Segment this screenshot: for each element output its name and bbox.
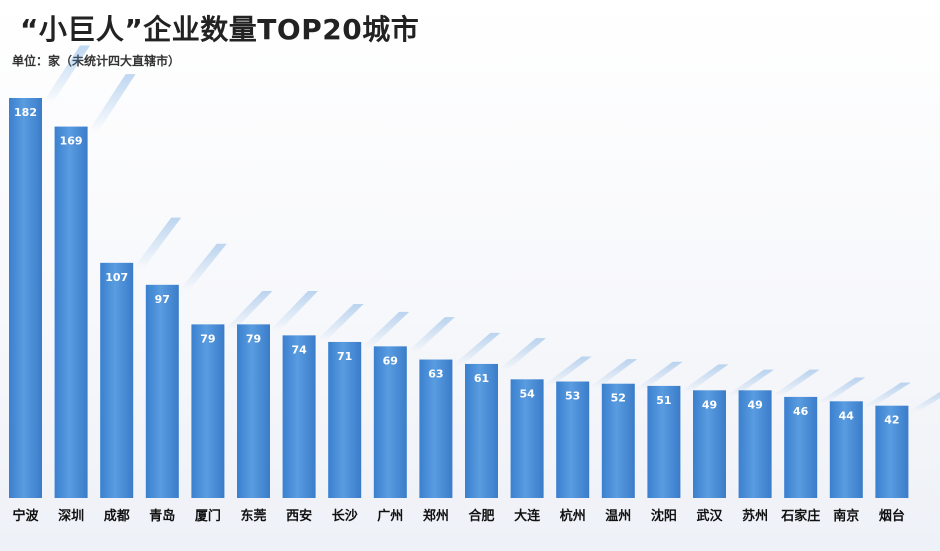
category-tick-label: 厦门 — [195, 508, 221, 524]
bar — [328, 341, 362, 498]
chart-subtitle: 单位：家（未统计四大直辖市） — [12, 54, 181, 68]
bar-reflection — [224, 290, 273, 331]
category-tick-label: 烟台 — [879, 508, 905, 524]
data-label: 97 — [155, 293, 170, 306]
chart-title: “小巨人”企业数量TOP20城市 — [20, 13, 420, 46]
data-label: 63 — [428, 368, 443, 381]
bar-reflection — [87, 74, 136, 133]
bar-reflection — [817, 377, 866, 403]
category-labels-layer: 宁波 深圳 成都 青岛 厦门 东莞 西安 长沙 广州 郑州 合肥 大连 杭州 温州 沈阳 武汉 苏州 石家庄 南京 烟… — [12, 508, 904, 524]
data-label: 49 — [747, 398, 762, 411]
bar — [465, 363, 498, 498]
bar-reflection — [634, 361, 683, 390]
bar — [9, 98, 42, 498]
bar-reflection — [361, 311, 410, 348]
data-label: 54 — [519, 387, 535, 400]
category-tick-label: 石家庄 — [780, 508, 820, 524]
bar — [784, 396, 818, 498]
bar-reflection — [42, 45, 90, 104]
bar-reflection — [452, 332, 501, 366]
data-label: 71 — [337, 350, 352, 363]
data-label: 44 — [839, 409, 855, 422]
category-tick-label: 西安 — [286, 508, 312, 524]
category-tick-label: 宁波 — [12, 508, 39, 524]
data-label: 107 — [105, 271, 128, 284]
bar — [419, 359, 453, 498]
bar — [647, 385, 681, 498]
data-label: 42 — [884, 414, 899, 427]
category-tick-label: 沈阳 — [651, 508, 677, 524]
bar — [875, 405, 909, 498]
category-tick-label: 大连 — [514, 508, 541, 524]
data-label: 53 — [565, 390, 580, 403]
bar-reflection — [862, 382, 911, 408]
data-label: 79 — [200, 332, 215, 345]
bar-labels-layer: 182 169 107 97 79 79 74 71 69 63 61 54 53 52 51 49 49 46 4… — [14, 106, 900, 427]
category-tick-label: 杭州 — [560, 508, 586, 524]
bar — [738, 390, 772, 498]
bar — [100, 262, 134, 498]
category-tick-label: 东莞 — [240, 508, 266, 524]
bar — [601, 383, 635, 498]
bars-layer — [9, 45, 940, 499]
data-label: 49 — [702, 398, 717, 411]
bar-reflection — [406, 317, 455, 353]
bar-reflection — [543, 356, 592, 386]
bar-reflection — [771, 369, 820, 397]
category-tick-label: 苏州 — [742, 508, 768, 524]
category-tick-label: 郑州 — [423, 508, 449, 524]
bar-reflection — [315, 304, 364, 342]
bar-reflection — [498, 338, 546, 370]
bar-reflection — [726, 369, 774, 397]
bar — [145, 284, 179, 498]
bar — [237, 324, 270, 498]
bar — [282, 335, 316, 498]
bar — [556, 381, 590, 498]
bar-reflection — [680, 364, 729, 392]
data-label: 61 — [474, 372, 489, 385]
data-label: 69 — [383, 354, 398, 367]
bar — [191, 324, 225, 498]
data-label: 51 — [656, 394, 671, 407]
category-tick-label: 合肥 — [468, 508, 494, 524]
data-label: 79 — [246, 332, 261, 345]
data-label: 169 — [60, 135, 83, 148]
category-tick-label: 成都 — [104, 508, 130, 524]
category-tick-label: 深圳 — [58, 508, 84, 524]
bar — [510, 379, 544, 498]
category-tick-label: 南京 — [833, 508, 859, 524]
bar-reflection — [270, 290, 318, 331]
bar-reflection — [589, 359, 638, 388]
bar — [54, 126, 88, 499]
data-label: 52 — [611, 392, 626, 405]
category-tick-label: 青岛 — [149, 508, 175, 524]
bar-reflection — [178, 243, 227, 291]
category-tick-label: 温州 — [605, 509, 631, 524]
category-tick-label: 广州 — [377, 508, 403, 524]
bar — [373, 346, 407, 498]
category-tick-label: 武汉 — [696, 508, 723, 524]
data-label: 182 — [14, 106, 37, 119]
bar — [693, 390, 726, 498]
bar-reflection — [908, 391, 940, 412]
bar-reflection — [133, 217, 182, 269]
bar — [829, 401, 863, 498]
category-tick-label: 长沙 — [332, 508, 358, 524]
data-label: 46 — [793, 405, 809, 418]
data-label: 74 — [291, 343, 307, 356]
